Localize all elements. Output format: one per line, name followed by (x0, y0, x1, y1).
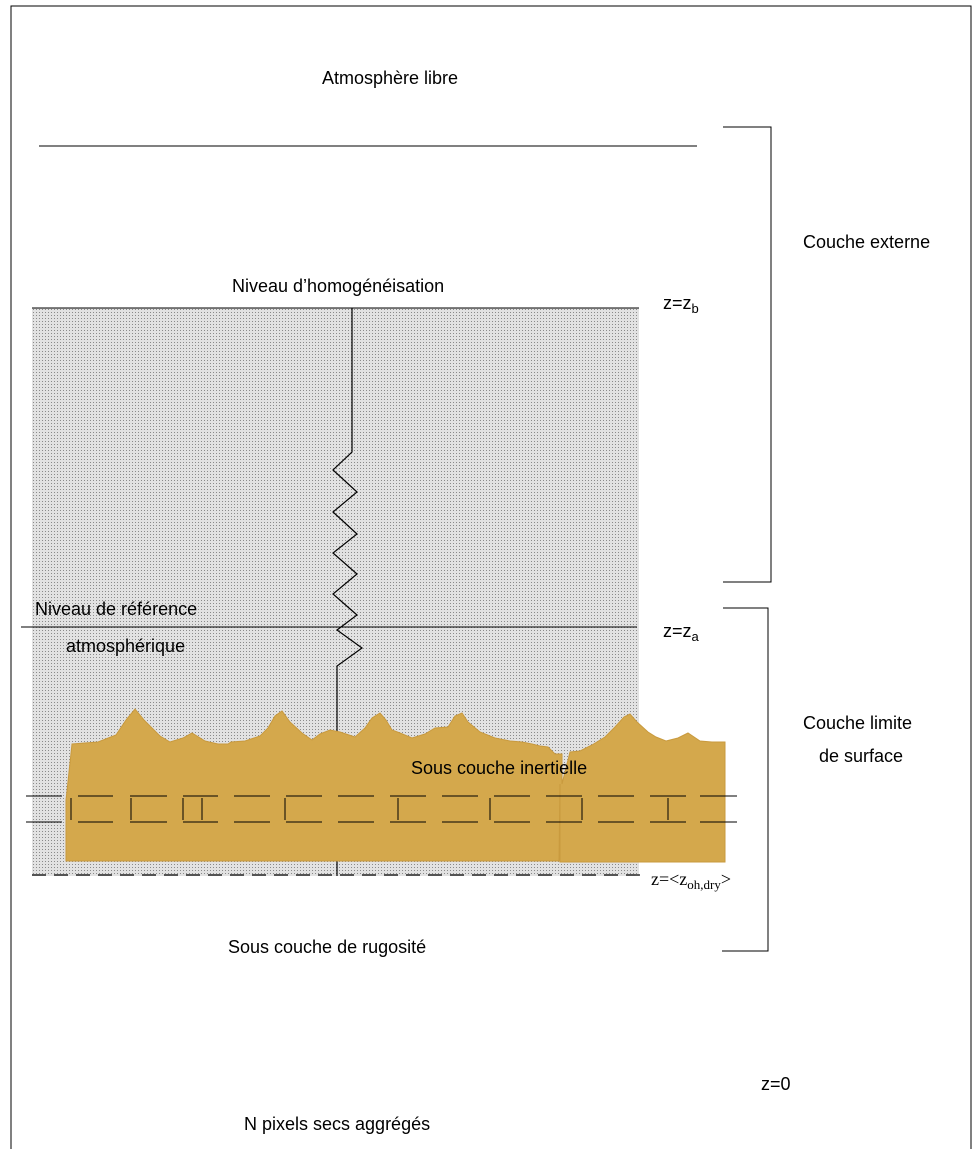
zb-level-label: z=zb (663, 293, 699, 316)
z0-level-label: z=0 (761, 1074, 791, 1094)
surface-layer-label-line1: Couche limite (803, 713, 913, 733)
roughness-elements (65, 708, 726, 863)
reference-level-label-line1: Niveau de référence (35, 599, 198, 619)
blending-level-label: Niveau d’homogénéisation (232, 276, 445, 296)
surface-layer-bracket (722, 607, 769, 952)
pixel-grid (26, 795, 737, 823)
profile-zigzag-line (332, 308, 364, 876)
outer-layer-bracket (723, 126, 772, 583)
reference-level-label-line2: atmosphérique (66, 636, 186, 656)
inertial-sublayer-label: Sous couche inertielle (411, 758, 588, 778)
zoh-level-label: z=<zoh,dry> (651, 869, 732, 892)
pixels-label: N pixels secs aggrégés (244, 1114, 431, 1134)
surface-layer-label-line2: de surface (819, 746, 904, 766)
free-atmosphere-label: Atmosphère libre (322, 68, 459, 88)
za-level-label: z=za (663, 621, 699, 644)
outer-layer-label: Couche externe (803, 232, 931, 252)
frame-border (10, 5, 972, 1149)
roughness-sublayer-label: Sous couche de rugosité (228, 937, 427, 957)
